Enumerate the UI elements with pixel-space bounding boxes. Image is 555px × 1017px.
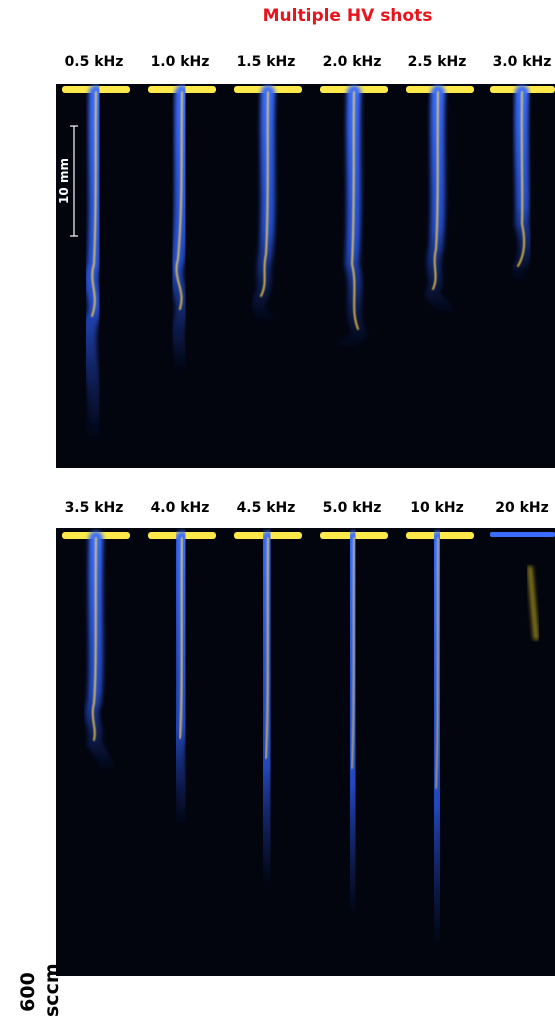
frequency-label: 2.0 kHz [322, 54, 382, 70]
frequency-label: 4.5 kHz [236, 500, 296, 516]
frequency-label: 1.5 kHz [236, 54, 296, 70]
plasma-jets [82, 85, 533, 451]
frequency-label: 1.0 kHz [150, 54, 210, 70]
electrode-tops [62, 532, 555, 539]
figure-title: Multiple HV shots [262, 6, 433, 26]
frequency-label: 5.0 kHz [322, 500, 382, 516]
flow-rate-label-container: 600 sccm [0, 480, 63, 1017]
frequency-label: 20 kHz [495, 500, 549, 516]
scale-bar: 10 mm [57, 125, 78, 237]
plasma-jets [85, 531, 539, 973]
plasma-jets-row-2 [62, 531, 555, 973]
frequency-labels-row-2: 3.5 kHz 4.0 kHz 4.5 kHz 5.0 kHz 10 kHz 2… [56, 500, 555, 524]
frequency-label: 4.0 kHz [150, 500, 210, 516]
frequency-label: 3.5 kHz [64, 500, 124, 516]
plasma-image-panel-row-1: 10 mm [56, 84, 555, 468]
scale-bar-label: 10 mm [57, 158, 71, 204]
plasma-image-panel-row-2 [56, 528, 555, 976]
plasma-jets-row-1: 10 mm [57, 85, 555, 451]
frequency-labels-row-1: 0.5 kHz 1.0 kHz 1.5 kHz 2.0 kHz 2.5 kHz … [56, 54, 555, 78]
frequency-label: 10 kHz [410, 500, 464, 516]
electrode-tops [62, 86, 555, 93]
frequency-label: 0.5 kHz [64, 54, 124, 70]
frequency-label: 2.5 kHz [407, 54, 467, 70]
frequency-label: 3.0 kHz [492, 54, 552, 70]
flow-rate-label: 600 sccm [17, 963, 63, 1017]
